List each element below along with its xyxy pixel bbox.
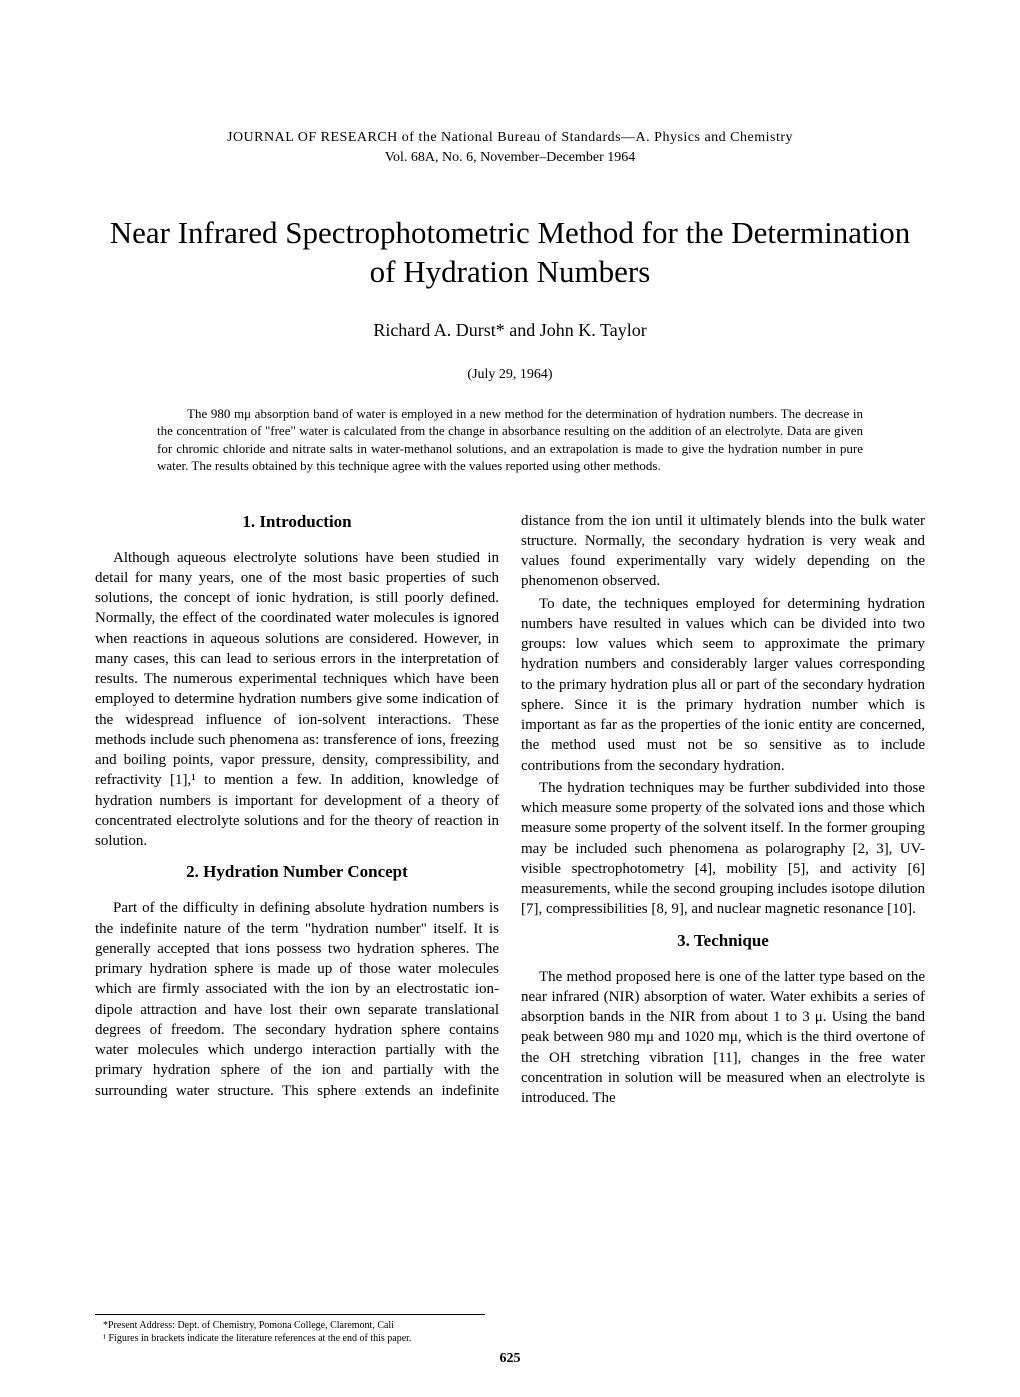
volume-info: Vol. 68A, No. 6, November–December 1964: [95, 150, 925, 166]
body-paragraph: Although aqueous electrolyte solutions h…: [95, 548, 499, 852]
section-heading-introduction: 1. Introduction: [95, 511, 499, 534]
body-paragraph: The method proposed here is one of the l…: [521, 967, 925, 1109]
footnotes: *Present Address: Dept. of Chemistry, Po…: [95, 1314, 485, 1345]
journal-header: JOURNAL OF RESEARCH of the National Bure…: [95, 130, 925, 146]
footnote-address: *Present Address: Dept. of Chemistry, Po…: [95, 1319, 485, 1332]
submission-date: (July 29, 1964): [95, 367, 925, 383]
abstract: The 980 mμ absorption band of water is e…: [157, 405, 863, 475]
footnote-references: ¹ Figures in brackets indicate the liter…: [95, 1332, 485, 1345]
footer-area: *Present Address: Dept. of Chemistry, Po…: [95, 1302, 925, 1345]
body-paragraph: The hydration techniques may be further …: [521, 778, 925, 920]
page-number: 625: [0, 1351, 1020, 1367]
body-paragraph: To date, the techniques employed for det…: [521, 594, 925, 776]
body-columns: 1. Introduction Although aqueous electro…: [95, 511, 925, 1109]
page-title: Near Infrared Spectrophotometric Method …: [95, 214, 925, 292]
section-heading-hydration-concept: 2. Hydration Number Concept: [95, 861, 499, 884]
section-heading-technique: 3. Technique: [521, 930, 925, 953]
authors: Richard A. Durst* and John K. Taylor: [95, 320, 925, 341]
